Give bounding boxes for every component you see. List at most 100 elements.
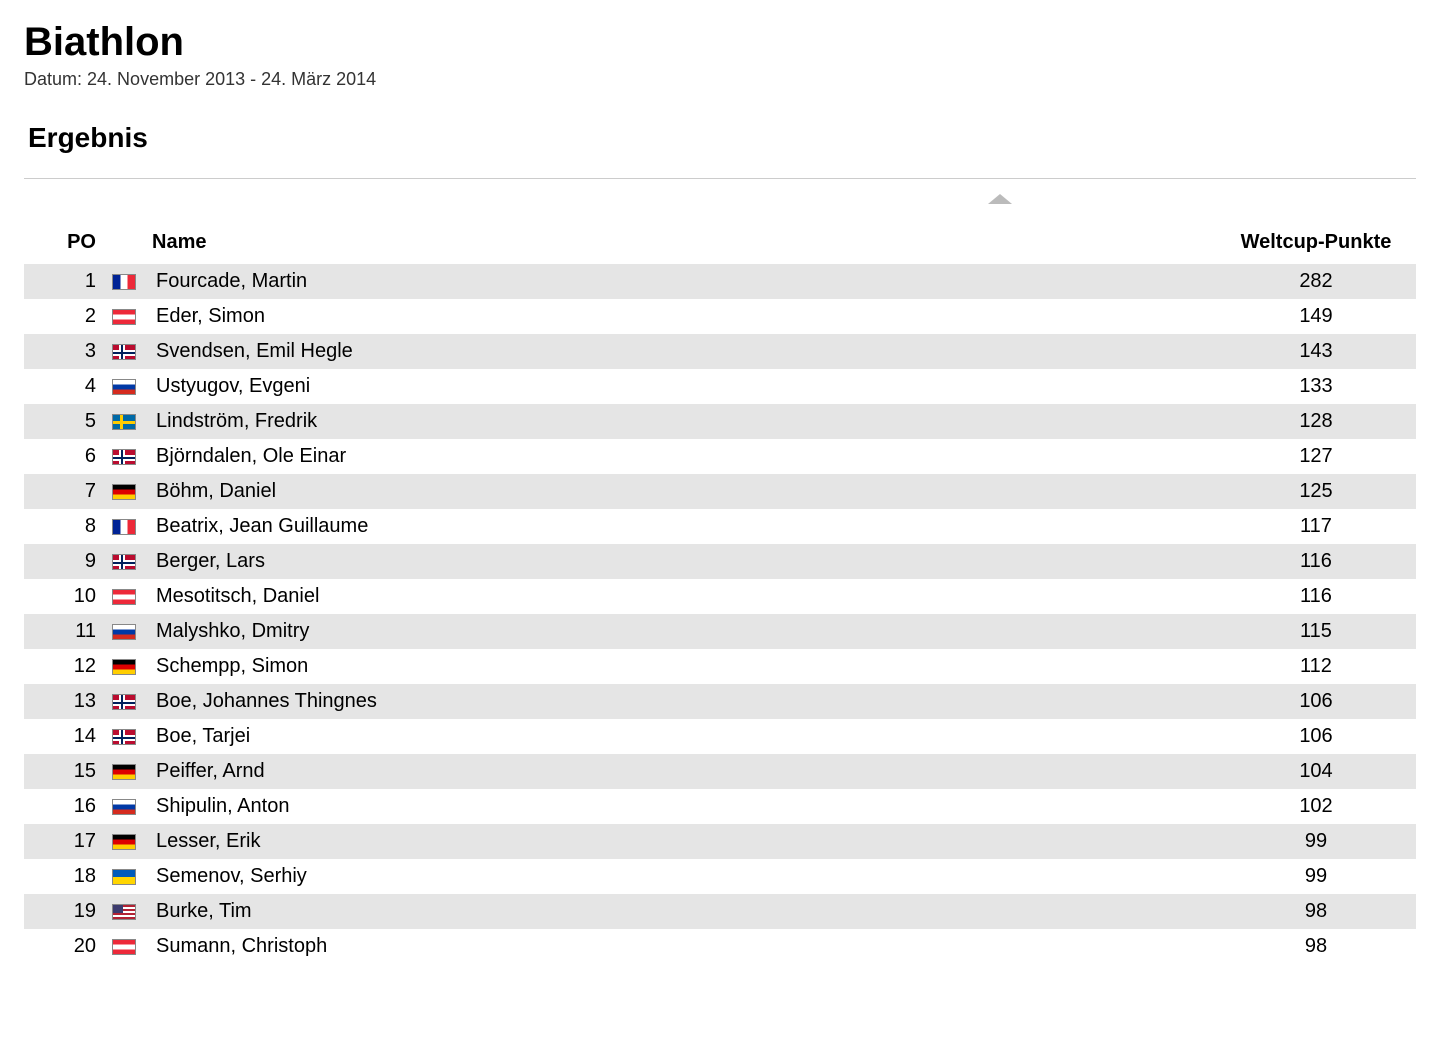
cell-flag: [104, 649, 144, 684]
cell-name: Björndalen, Ole Einar: [144, 439, 1216, 474]
cell-points: 149: [1216, 299, 1416, 334]
cell-points: 282: [1216, 264, 1416, 299]
table-row: 13 Boe, Johannes Thingnes106: [24, 684, 1416, 719]
section-title: Ergebnis: [28, 122, 1416, 154]
flag-icon: [112, 589, 136, 605]
cell-name: Lesser, Erik: [144, 824, 1216, 859]
cell-flag: [104, 264, 144, 299]
cell-flag: [104, 684, 144, 719]
cell-points: 133: [1216, 369, 1416, 404]
cell-pos: 13: [24, 684, 104, 719]
results-body: 1Fourcade, Martin2822Eder, Simon1493Sven…: [24, 264, 1416, 964]
cell-flag: [104, 334, 144, 369]
cell-name: Boe, Tarjei: [144, 719, 1216, 754]
flag-icon: [112, 834, 136, 850]
cell-flag: [104, 404, 144, 439]
cell-flag: [104, 299, 144, 334]
col-header-points[interactable]: Weltcup-Punkte: [1216, 221, 1416, 264]
table-row: 17 Lesser, Erik99: [24, 824, 1416, 859]
table-header-row: PO Name Weltcup-Punkte: [24, 221, 1416, 264]
cell-flag: [104, 369, 144, 404]
cell-name: Schempp, Simon: [144, 649, 1216, 684]
cell-flag: [104, 929, 144, 964]
cell-points: 117: [1216, 509, 1416, 544]
cell-flag: [104, 824, 144, 859]
cell-name: Böhm, Daniel: [144, 474, 1216, 509]
cell-points: 115: [1216, 614, 1416, 649]
table-row: 16Shipulin, Anton102: [24, 789, 1416, 824]
cell-name: Mesotitsch, Daniel: [144, 579, 1216, 614]
cell-points: 99: [1216, 824, 1416, 859]
flag-icon: [112, 379, 136, 395]
flag-icon: [112, 869, 136, 885]
table-row: 14Boe, Tarjei106: [24, 719, 1416, 754]
flag-icon: [112, 344, 136, 360]
cell-points: 116: [1216, 544, 1416, 579]
cell-pos: 18: [24, 859, 104, 894]
flag-icon: [112, 624, 136, 640]
divider: [24, 178, 1416, 179]
cell-flag: [104, 719, 144, 754]
flag-icon: [112, 554, 136, 570]
cell-name: Burke, Tim: [144, 894, 1216, 929]
table-row: 20Sumann, Christoph98: [24, 929, 1416, 964]
cell-points: 143: [1216, 334, 1416, 369]
cell-name: Lindström, Fredrik: [144, 404, 1216, 439]
col-header-pos[interactable]: PO: [24, 221, 104, 264]
table-row: 3 Svendsen, Emil Hegle143: [24, 334, 1416, 369]
cell-name: Sumann, Christoph: [144, 929, 1216, 964]
col-header-name[interactable]: Name: [144, 221, 1216, 264]
cell-pos: 4: [24, 369, 104, 404]
cell-points: 104: [1216, 754, 1416, 789]
cell-points: 102: [1216, 789, 1416, 824]
flag-icon: [112, 274, 136, 290]
collapse-up-icon[interactable]: [988, 194, 1012, 204]
flag-icon: [112, 414, 136, 430]
cell-pos: 12: [24, 649, 104, 684]
cell-pos: 5: [24, 404, 104, 439]
cell-flag: [104, 894, 144, 929]
flag-icon: [112, 659, 136, 675]
flag-icon: [112, 764, 136, 780]
cell-pos: 15: [24, 754, 104, 789]
date-line: Datum: 24. November 2013 - 24. März 2014: [24, 69, 1416, 90]
cell-name: Semenov, Serhiy: [144, 859, 1216, 894]
table-row: 12Schempp, Simon112: [24, 649, 1416, 684]
cell-pos: 17: [24, 824, 104, 859]
cell-name: Boe, Johannes Thingnes: [144, 684, 1216, 719]
table-row: 10Mesotitsch, Daniel116: [24, 579, 1416, 614]
flag-icon: [112, 309, 136, 325]
flag-icon: [112, 519, 136, 535]
date-prefix: Datum:: [24, 69, 87, 89]
cell-pos: 2: [24, 299, 104, 334]
cell-name: Eder, Simon: [144, 299, 1216, 334]
cell-points: 106: [1216, 719, 1416, 754]
cell-pos: 20: [24, 929, 104, 964]
cell-flag: [104, 509, 144, 544]
results-table: PO Name Weltcup-Punkte 1Fourcade, Martin…: [24, 221, 1416, 964]
table-row: 7Böhm, Daniel125: [24, 474, 1416, 509]
collapse-row: [24, 187, 1416, 221]
cell-points: 106: [1216, 684, 1416, 719]
flag-icon: [112, 939, 136, 955]
cell-points: 99: [1216, 859, 1416, 894]
cell-pos: 9: [24, 544, 104, 579]
flag-icon: [112, 484, 136, 500]
flag-icon: [112, 694, 136, 710]
cell-pos: 3: [24, 334, 104, 369]
table-row: 11Malyshko, Dmitry115: [24, 614, 1416, 649]
cell-flag: [104, 614, 144, 649]
cell-flag: [104, 439, 144, 474]
cell-points: 127: [1216, 439, 1416, 474]
flag-icon: [112, 729, 136, 745]
flag-icon: [112, 449, 136, 465]
cell-name: Malyshko, Dmitry: [144, 614, 1216, 649]
cell-name: Shipulin, Anton: [144, 789, 1216, 824]
cell-flag: [104, 474, 144, 509]
cell-pos: 6: [24, 439, 104, 474]
cell-points: 98: [1216, 894, 1416, 929]
flag-icon: [112, 799, 136, 815]
col-header-flag: [104, 221, 144, 264]
table-row: 5Lindström, Fredrik128: [24, 404, 1416, 439]
cell-name: Svendsen, Emil Hegle: [144, 334, 1216, 369]
